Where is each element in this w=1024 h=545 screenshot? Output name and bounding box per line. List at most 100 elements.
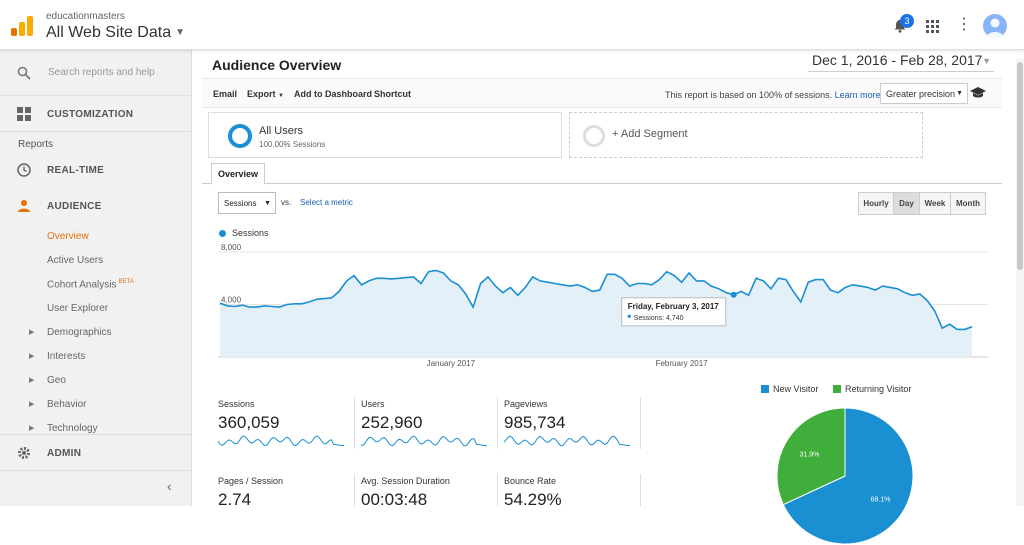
reports-heading: Reports: [18, 139, 54, 150]
expand-arrow-icon[interactable]: ▶: [29, 425, 35, 432]
add-to-dashboard-button[interactable]: Add to Dashboard: [294, 89, 372, 99]
sessions-chart[interactable]: 8,000 4,000 January 2017 February 2017 Frida…: [218, 242, 988, 368]
granularity-hourly[interactable]: Hourly: [858, 192, 894, 215]
clock-icon: [17, 163, 31, 177]
analytics-logo-icon[interactable]: [11, 16, 33, 36]
stat-value: 00:03:48: [361, 490, 428, 509]
divider: [640, 474, 641, 506]
export-label: Export: [247, 89, 276, 99]
sidebar-search[interactable]: Search reports and help: [0, 50, 192, 96]
tooltip-date: Friday, February 3, 2017: [628, 302, 720, 311]
stat-value: 2.74: [218, 490, 252, 509]
sidebar-item-admin[interactable]: ADMIN: [0, 446, 192, 466]
metric-select[interactable]: Sessions ▼: [218, 192, 276, 214]
search-input[interactable]: Search reports and help: [48, 67, 155, 78]
add-segment-label: + Add Segment: [612, 128, 688, 140]
stat-value: 985,734: [504, 413, 566, 432]
gear-icon: [18, 447, 30, 459]
legend-swatch: [761, 385, 769, 393]
shortcut-button[interactable]: Shortcut: [374, 89, 411, 99]
email-button[interactable]: Email: [213, 89, 238, 99]
divider: [640, 397, 641, 449]
granularity-month[interactable]: Month: [950, 192, 986, 215]
pie-legend-new: New Visitor: [761, 384, 818, 394]
select-metric-link[interactable]: Select a metric: [300, 198, 353, 207]
sidebar-item-user-explorer[interactable]: User Explorer: [47, 303, 109, 314]
sidebar-item-geo[interactable]: Geo: [47, 375, 66, 386]
divider: [354, 474, 355, 506]
account-name: educationmasters: [46, 11, 125, 22]
segment-card-all-users[interactable]: All Users 100.00% Sessions: [208, 112, 562, 158]
expand-arrow-icon[interactable]: ▶: [29, 353, 35, 360]
collapse-sidebar-icon[interactable]: ‹: [167, 478, 172, 494]
export-button[interactable]: Export ▼: [247, 89, 284, 99]
report-panel: Audience Overview Dec 1, 2016 - Feb 28, …: [202, 50, 1002, 545]
stat-avg-session-duration[interactable]: Avg. Session Duration 00:03:48: [361, 476, 491, 532]
pie-legend-returning: Returning Visitor: [833, 384, 911, 394]
pie-slice-label: 31.9%: [800, 451, 820, 458]
granularity-week[interactable]: Week: [919, 192, 951, 215]
property-name: All Web Site Data: [46, 24, 172, 41]
sidebar-item-overview[interactable]: Overview: [47, 231, 89, 242]
sparkline-path: [218, 435, 345, 447]
sidebar-item-label: AUDIENCE: [47, 201, 102, 212]
graduation-cap-icon[interactable]: [970, 87, 986, 99]
y-tick-label: 8,000: [221, 243, 242, 252]
stat-name: Sessions: [218, 399, 255, 409]
scrollbar-thumb[interactable]: [1017, 62, 1023, 270]
add-segment-button[interactable]: + Add Segment: [569, 112, 923, 158]
sessions-line: [219, 269, 973, 331]
sidebar-item-cohort-analysis[interactable]: Cohort Analysis BETA: [47, 279, 134, 290]
chevron-down-icon: ▼: [264, 200, 271, 207]
expand-arrow-icon[interactable]: ▶: [29, 401, 35, 408]
sidebar-item-label: REAL-TIME: [47, 165, 105, 176]
tooltip-box: [621, 297, 727, 327]
tab-overview[interactable]: Overview: [211, 163, 265, 185]
granularity-day[interactable]: Day: [893, 192, 920, 215]
sidebar-item-audience[interactable]: AUDIENCE: [0, 199, 192, 219]
sidebar-item-demographics[interactable]: Demographics: [47, 327, 112, 338]
chevron-down-icon: ▼: [982, 56, 991, 66]
sidebar-item-interests[interactable]: Interests: [47, 351, 86, 362]
stat-sessions[interactable]: Sessions 360,059: [218, 399, 348, 455]
learn-more-link[interactable]: Learn more: [834, 90, 881, 100]
chart-tooltip: Friday, February 3, 2017 Sessions: 4,740: [621, 297, 727, 327]
legend-swatch: [833, 385, 841, 393]
avatar[interactable]: [983, 14, 1007, 38]
x-tick-label: February 2017: [656, 359, 709, 368]
report-toolbar: Email Export ▼ Add to Dashboard Shortcut…: [202, 78, 1002, 108]
expand-arrow-icon[interactable]: ▶: [29, 329, 35, 336]
page-scrollbar[interactable]: [1016, 58, 1024, 506]
visitor-pie-chart[interactable]: 68.1% 31.9%: [776, 407, 914, 545]
expand-arrow-icon[interactable]: ▶: [29, 377, 35, 384]
date-range-selector[interactable]: Dec 1, 2016 - Feb 28, 2017 ▼: [808, 50, 994, 72]
sidebar-item-active-users[interactable]: Active Users: [47, 255, 104, 266]
sidebar-item-customization[interactable]: CUSTOMIZATION: [0, 107, 192, 127]
sidebar-item-realtime[interactable]: REAL-TIME: [0, 163, 192, 183]
sidebar-item-behavior[interactable]: Behavior: [47, 399, 87, 410]
y-tick-label: 4,000: [221, 296, 242, 305]
stat-name: Pages / Session: [218, 476, 284, 486]
stat-users[interactable]: Users 252,960: [361, 399, 491, 455]
divider: [354, 397, 355, 449]
divider: [0, 434, 192, 435]
stat-value: 252,960: [361, 413, 423, 432]
vs-label: vs.: [281, 198, 292, 207]
legend-label: Sessions: [232, 228, 269, 238]
pie-slice-label: 68.1%: [871, 497, 891, 504]
segment-name: All Users: [259, 125, 304, 137]
sidebar-item-label: Cohort Analysis: [47, 279, 117, 291]
divider: [0, 131, 192, 132]
stat-name: Users: [361, 399, 385, 409]
stat-pages-per-session[interactable]: Pages / Session 2.74: [218, 476, 348, 532]
stat-bounce-rate[interactable]: Bounce Rate 54.29%: [504, 476, 634, 532]
stat-value: 360,059: [218, 413, 280, 432]
apps-grid-icon[interactable]: [926, 20, 939, 33]
more-vert-icon[interactable]: ⋮: [956, 16, 972, 33]
tab-bar: Overview: [202, 162, 1002, 185]
precision-select[interactable]: Greater precision ▼: [880, 83, 968, 104]
stat-pageviews[interactable]: Pageviews 985,734: [504, 399, 634, 455]
segment-ring-icon: [228, 124, 252, 148]
sidebar-item-technology[interactable]: Technology: [47, 423, 98, 434]
property-selector[interactable]: All Web Site Data ▼: [46, 24, 185, 42]
